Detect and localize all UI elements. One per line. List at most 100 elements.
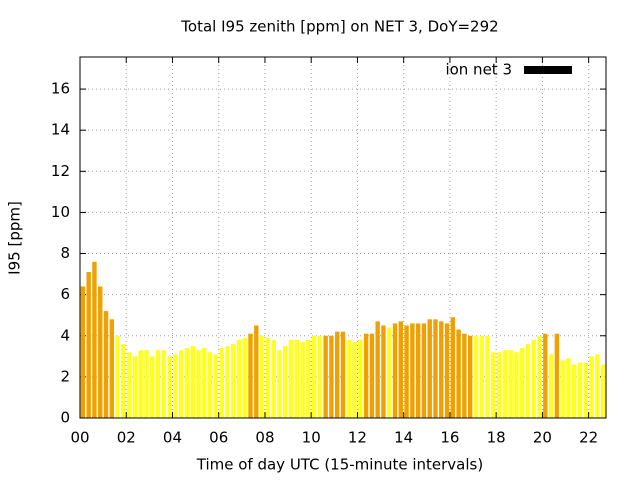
- bar: [219, 348, 224, 418]
- bar: [126, 352, 132, 418]
- y-tick-label: 2: [60, 367, 70, 385]
- bar: [98, 286, 103, 418]
- bar: [300, 341, 305, 418]
- bar: [450, 317, 456, 418]
- bar: [572, 364, 577, 418]
- bar: [207, 352, 213, 418]
- bar: [265, 337, 271, 418]
- bar: [421, 323, 427, 418]
- bar: [508, 350, 513, 418]
- bar: [439, 321, 444, 418]
- bar: [277, 350, 282, 418]
- bar: [225, 346, 230, 418]
- y-tick-label: 8: [60, 244, 70, 262]
- bar: [283, 346, 288, 418]
- bar: [236, 339, 242, 418]
- x-tick-label: 14: [394, 429, 413, 447]
- bar: [167, 356, 172, 418]
- legend-swatch: [524, 66, 572, 74]
- bar: [161, 350, 167, 418]
- bar: [184, 348, 190, 418]
- bar: [566, 358, 571, 418]
- x-tick-label: 16: [440, 429, 459, 447]
- bar: [254, 325, 259, 418]
- bar: [444, 323, 450, 418]
- bar: [150, 356, 155, 418]
- x-tick-label: 20: [533, 429, 552, 447]
- x-tick-label: 04: [163, 429, 182, 447]
- legend-label: ion net 3: [445, 61, 512, 79]
- bar: [496, 352, 502, 418]
- x-tick-label: 02: [117, 429, 136, 447]
- bar: [583, 362, 588, 418]
- bar: [589, 356, 594, 418]
- bar: [415, 323, 421, 418]
- bar: [392, 323, 398, 418]
- bar: [259, 335, 265, 418]
- chart-title: Total I95 zenith [ppm] on NET 3, DoY=292: [180, 18, 498, 36]
- bar: [519, 348, 525, 418]
- bar: [242, 337, 247, 418]
- x-tick-label: 06: [209, 429, 228, 447]
- bar: [306, 339, 311, 418]
- x-tick-label: 00: [70, 429, 89, 447]
- y-tick-label: 12: [51, 162, 70, 180]
- bar: [410, 323, 415, 418]
- bar: [595, 354, 600, 418]
- bar: [548, 354, 554, 418]
- x-tick-label: 12: [348, 429, 367, 447]
- bar: [288, 339, 294, 418]
- bar: [178, 350, 184, 418]
- bar: [138, 350, 143, 418]
- bar: [80, 286, 86, 418]
- bar: [473, 335, 479, 418]
- bar: [387, 327, 392, 418]
- bar: [103, 311, 109, 418]
- bar: [398, 321, 403, 418]
- x-tick-label: 08: [255, 429, 274, 447]
- bar: [375, 321, 380, 418]
- bar: [173, 354, 178, 418]
- bar: [92, 261, 97, 418]
- bar: [196, 350, 201, 418]
- bar: [340, 331, 346, 418]
- x-tick-label: 18: [487, 429, 506, 447]
- bar: [381, 325, 386, 418]
- bar: [456, 329, 461, 418]
- bar: [346, 339, 351, 418]
- bar: [144, 350, 149, 418]
- bar: [109, 319, 114, 418]
- bar: [467, 335, 473, 418]
- bar: [427, 319, 432, 418]
- bar: [577, 362, 583, 418]
- bar: [121, 343, 126, 418]
- bar: [363, 333, 369, 418]
- bar: [352, 341, 357, 418]
- bar: [491, 352, 496, 418]
- bar: [543, 333, 548, 418]
- bar: [132, 356, 138, 418]
- bar: [115, 335, 120, 418]
- y-tick-label: 6: [60, 285, 70, 303]
- bar: [433, 319, 438, 418]
- y-axis-label: I95 [ppm]: [6, 201, 24, 275]
- bar: [329, 335, 334, 418]
- bar: [537, 335, 542, 418]
- bar: [502, 350, 508, 418]
- bar: [560, 360, 565, 418]
- y-tick-label: 16: [51, 80, 70, 98]
- x-axis-label: Time of day UTC (15-minute intervals): [196, 456, 483, 474]
- bar: [230, 343, 236, 418]
- plot-border: [79, 56, 607, 419]
- y-tick-label: 0: [60, 409, 70, 427]
- y-tick-label: 10: [51, 203, 70, 221]
- bar: [86, 272, 91, 418]
- bar: [323, 335, 328, 418]
- bar: [317, 335, 323, 418]
- bar: [294, 339, 299, 418]
- bar: [358, 339, 363, 418]
- bar: [202, 348, 207, 418]
- bar: [311, 335, 317, 418]
- bar: [531, 339, 536, 418]
